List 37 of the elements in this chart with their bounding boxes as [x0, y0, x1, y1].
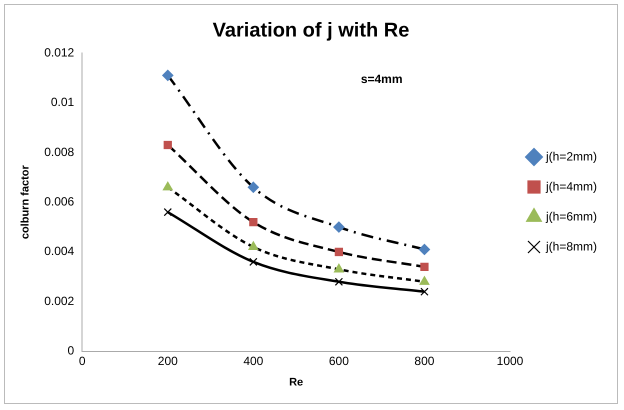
annotation: s=4mm: [360, 72, 403, 86]
y-tick-label: 0: [68, 344, 75, 358]
x-tick-label: 800: [414, 354, 435, 368]
x-tick-label: 1000: [496, 354, 524, 368]
y-tick-label: 0.002: [44, 294, 75, 308]
point: [248, 241, 258, 250]
x-tick-label: 600: [328, 354, 350, 368]
y-axis-title: colburn factor: [20, 164, 32, 240]
x-axis-title: Re: [289, 376, 304, 388]
chart-title: Variation of j with Re: [212, 20, 410, 42]
y-tick-label: 0.012: [44, 45, 75, 60]
y-tick-label: 0.004: [44, 244, 75, 258]
point: [333, 221, 344, 233]
point: [334, 248, 344, 256]
legend-label: j(h=6mm): [544, 209, 598, 224]
point: [334, 278, 344, 286]
point: [249, 218, 258, 226]
y-tick-label: 0.01: [50, 95, 75, 110]
y-tick-label: 0.006: [44, 194, 75, 209]
legend-label: j(h=2mm): [544, 149, 598, 164]
point: [164, 140, 172, 150]
point: [334, 264, 344, 272]
point: [420, 276, 430, 285]
point: [249, 258, 258, 266]
legend-label: j(h=8mm): [544, 239, 598, 254]
x-tick-label: 200: [158, 354, 178, 368]
point: [248, 182, 259, 193]
point: [420, 288, 429, 296]
legend-label: j(h=4mm): [544, 179, 598, 194]
y-tick-label: 0.008: [44, 144, 75, 159]
point: [418, 244, 430, 256]
x-tick-label: 0: [78, 354, 86, 368]
x-tick-label: 400: [243, 354, 264, 368]
point: [162, 182, 173, 190]
point: [164, 208, 172, 216]
point: [162, 70, 174, 81]
point: [420, 262, 429, 271]
